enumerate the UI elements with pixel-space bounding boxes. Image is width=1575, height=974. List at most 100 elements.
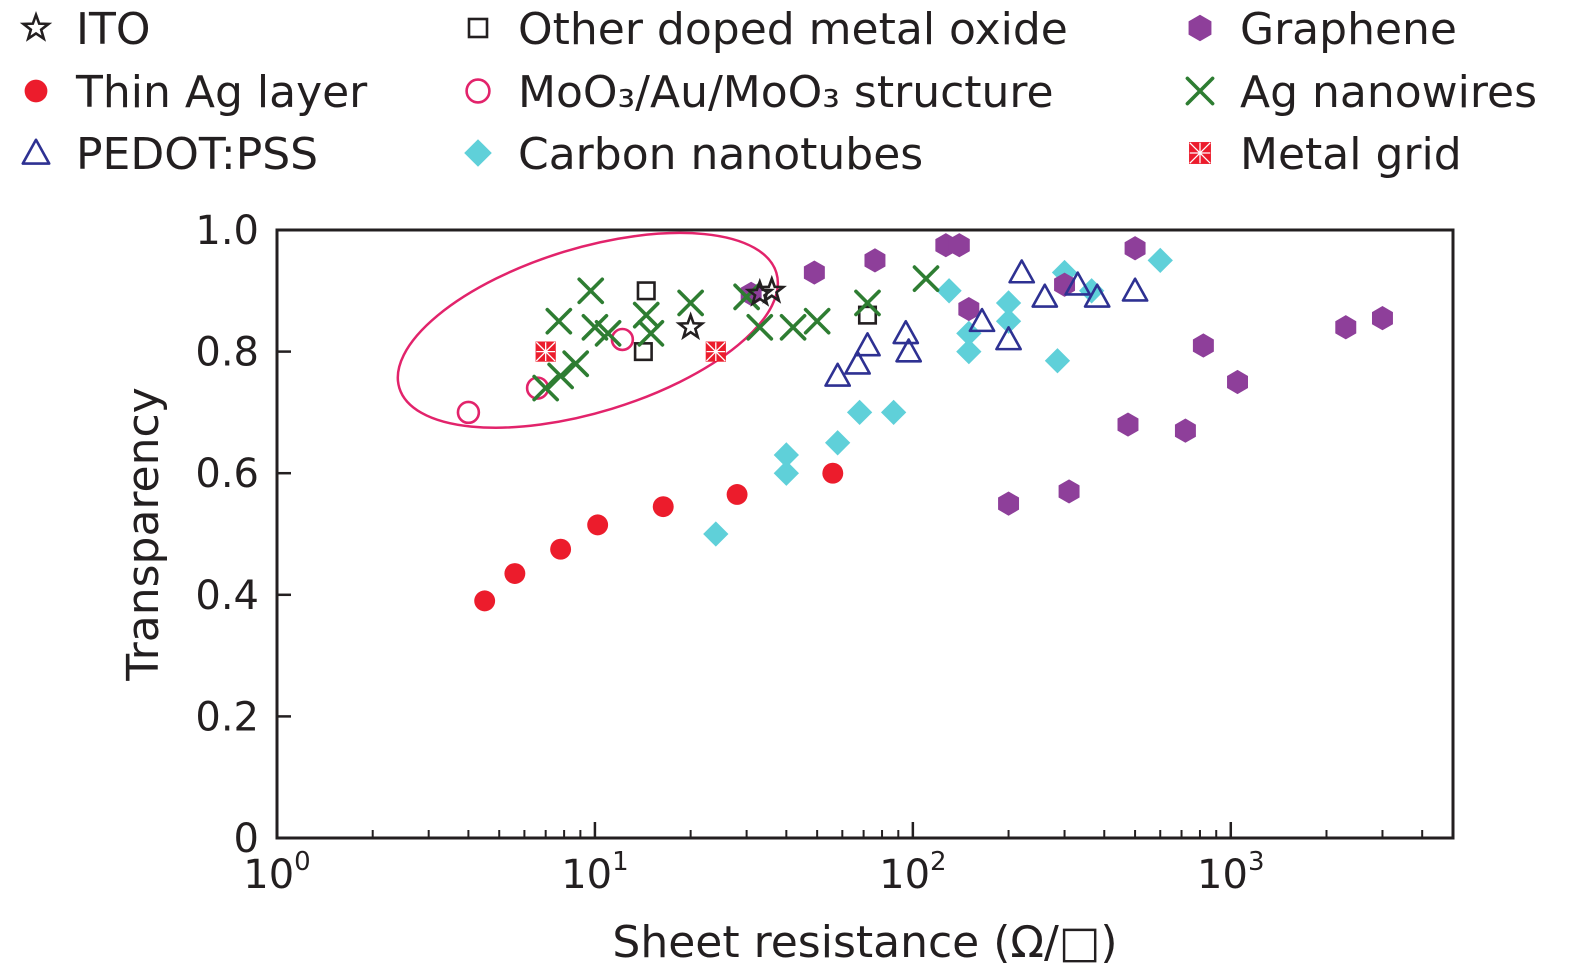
point-carbon-nanotubes (1147, 247, 1173, 274)
series-metal-grid (535, 341, 726, 362)
point-metal-grid (535, 341, 556, 362)
legend-label: ITO (76, 4, 151, 55)
point-graphene (1335, 315, 1357, 340)
point-ag-nanowires (547, 362, 574, 390)
point-graphene (1058, 479, 1080, 504)
x-tick-label: 101 (561, 847, 628, 898)
x-tick-label: 103 (1197, 847, 1264, 898)
point-graphene (948, 233, 970, 258)
point-graphene (803, 260, 825, 285)
point-other-doped-metal-oxide (636, 281, 656, 301)
y-tick-label: 0.4 (195, 573, 259, 619)
series-thin-ag-layer (474, 462, 844, 612)
point-moo-au-moo-structure (456, 400, 481, 425)
point-carbon-nanotubes (1044, 348, 1071, 374)
point-ag-nanowires (803, 307, 831, 335)
point-ito (675, 311, 706, 341)
point-ag-nanowires (594, 320, 622, 347)
point-graphene (1124, 236, 1146, 261)
y-tick-label: 0.6 (195, 451, 259, 497)
y-tick-label: 1.0 (195, 208, 259, 254)
point-ag-nanowires (545, 307, 573, 335)
y-tick-label: 0 (234, 816, 259, 862)
point-graphene (958, 296, 980, 322)
point-ag-nanowires (632, 301, 660, 329)
point-ag-nanowires (779, 313, 807, 341)
x-axis-title: Sheet resistance (Ω/□) (612, 917, 1117, 968)
point-carbon-nanotubes (956, 338, 982, 365)
point-carbon-nanotubes (880, 399, 907, 426)
x-axis: 100 101 102 103 (243, 822, 1454, 898)
point-graphene (864, 248, 886, 273)
point-pedot-pss (1008, 259, 1036, 284)
point-thin-ag-layer (550, 538, 572, 560)
point-graphene (1371, 306, 1393, 331)
y-axis: 0 0.2 0.4 0.6 0.8 1.0 (195, 208, 291, 862)
legend-marker-graphene (1188, 14, 1212, 42)
annotation-layer (396, 231, 780, 429)
y-tick-label: 0.2 (195, 694, 259, 740)
point-pedot-pss (1064, 271, 1092, 296)
point-ag-nanowires (637, 320, 665, 347)
series-graphene (740, 233, 1393, 516)
point-carbon-nanotubes (846, 399, 873, 426)
legend-label: Other doped metal oxide (518, 4, 1068, 55)
point-thin-ag-layer (587, 514, 609, 536)
legend-item-thin-ag-layer: Thin Ag layer (24, 67, 368, 118)
point-carbon-nanotubes (824, 430, 851, 456)
x-tick-exponent: 0 (294, 847, 311, 877)
legend-marker-pedot-pss (21, 138, 51, 165)
series-other-doped-metal-oxide (633, 281, 878, 362)
point-thin-ag-layer (474, 590, 496, 612)
series-ag-nanowires (532, 265, 940, 402)
legend-marker-ag-nanowires (1185, 76, 1215, 106)
legend-label: Ag nanowires (1240, 67, 1537, 118)
point-carbon-nanotubes (956, 320, 982, 347)
point-ag-nanowires (562, 350, 590, 378)
point-graphene (1192, 333, 1214, 358)
legend-item-other-doped-metal-oxide: Other doped metal oxide (467, 4, 1068, 55)
plot-frame (275, 228, 1455, 840)
point-ag-nanowires (746, 313, 774, 341)
point-pedot-pss (824, 362, 852, 387)
point-pedot-pss (995, 326, 1022, 351)
legend-item-carbon-nanotubes: Carbon nanotubes (464, 129, 923, 180)
plot-area: 100 101 102 103 00.20.40.60.81.0 (195, 208, 1455, 898)
point-ag-nanowires (532, 374, 560, 402)
legend-marker-ito (19, 10, 53, 42)
x-tick-label: 100 (243, 847, 310, 898)
point-thin-ag-layer (652, 496, 674, 518)
y-tick-label: 0.8 (195, 330, 259, 376)
point-carbon-nanotubes (936, 278, 962, 304)
point-pedot-pss (854, 332, 881, 357)
highlight-ellipse (396, 231, 780, 429)
series-ito (675, 274, 787, 341)
point-carbon-nanotubes (1051, 259, 1078, 286)
legend-item-ag-nanowires: Ag nanowires (1185, 67, 1537, 118)
legend-marker-carbon-nanotubes (464, 139, 492, 167)
point-thin-ag-layer (822, 462, 844, 484)
point-pedot-pss (968, 307, 996, 333)
x-tick-base: 10 (243, 852, 294, 898)
point-carbon-nanotubes (773, 460, 799, 486)
legend-item-pedot-pss: PEDOT:PSS (21, 129, 318, 180)
point-graphene (1117, 412, 1139, 437)
point-other-doped-metal-oxide (857, 305, 878, 325)
x-tick-exponent: 3 (1248, 847, 1265, 877)
legend-item-ito: ITO (19, 4, 151, 55)
point-ito (744, 277, 775, 307)
point-pedot-pss (1121, 277, 1149, 302)
x-tick-exponent: 1 (612, 847, 629, 877)
point-ag-nanowires (577, 277, 605, 305)
point-pedot-pss (844, 350, 871, 375)
point-metal-grid (705, 341, 726, 362)
point-pedot-pss (1031, 283, 1059, 308)
point-carbon-nanotubes (995, 290, 1022, 316)
point-ito (756, 274, 787, 304)
legend-label: PEDOT:PSS (76, 129, 318, 180)
point-ag-nanowires (677, 289, 704, 317)
point-pedot-pss (895, 338, 923, 363)
point-ag-nanowires (854, 289, 881, 317)
legend-marker-moo-au-moo-structure (465, 78, 491, 104)
point-ag-nanowires (912, 265, 940, 292)
